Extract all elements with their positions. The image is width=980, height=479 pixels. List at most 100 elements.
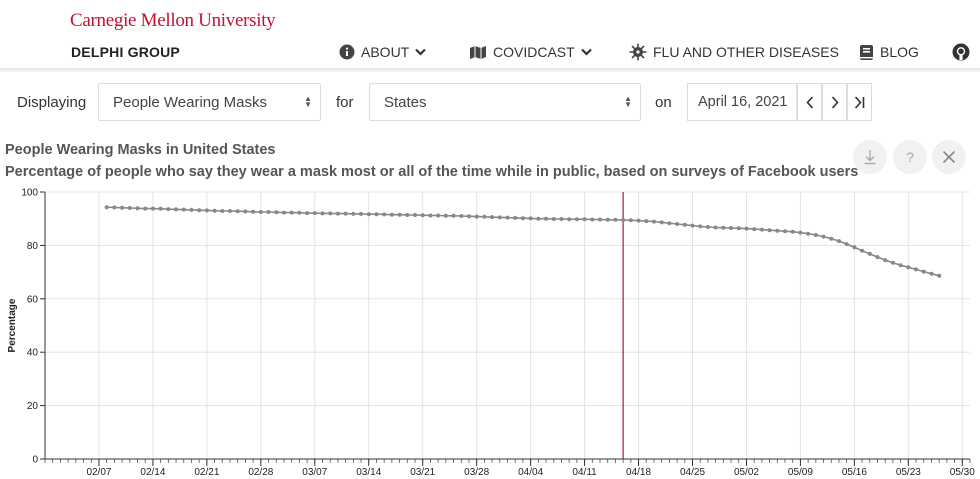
x-tick-label: 03/28 bbox=[464, 467, 489, 478]
data-point bbox=[228, 209, 232, 213]
data-point bbox=[659, 220, 664, 225]
data-point bbox=[135, 206, 140, 211]
data-point bbox=[937, 273, 942, 278]
data-point bbox=[852, 245, 857, 250]
data-point bbox=[497, 215, 502, 220]
data-point bbox=[397, 212, 402, 217]
data-point bbox=[382, 212, 387, 217]
next-day-button[interactable] bbox=[822, 83, 847, 121]
data-point bbox=[212, 208, 217, 213]
data-point bbox=[783, 229, 787, 234]
latest-date-button[interactable] bbox=[847, 83, 872, 121]
data-point bbox=[520, 216, 525, 221]
close-icon bbox=[942, 150, 956, 164]
data-point bbox=[189, 207, 194, 212]
data-point bbox=[467, 214, 471, 219]
map-icon bbox=[470, 45, 486, 59]
download-icon bbox=[864, 150, 876, 165]
question-icon: ? bbox=[906, 149, 914, 165]
mask-chart[interactable]: 0 20 40 60 80 100 02/07 02/14 02/21 02/28 03/07 03/… bbox=[0, 180, 980, 479]
data-point bbox=[875, 255, 880, 260]
data-point bbox=[104, 205, 109, 210]
data-point bbox=[698, 224, 703, 229]
nav-about[interactable]: ABOUT bbox=[339, 43, 427, 61]
previous-day-button[interactable] bbox=[797, 83, 822, 121]
x-tick-label: 03/21 bbox=[410, 467, 435, 478]
data-point bbox=[705, 225, 710, 229]
nav-about-label: ABOUT bbox=[361, 44, 410, 60]
data-point bbox=[729, 226, 733, 230]
data-point bbox=[143, 206, 148, 211]
data-point bbox=[297, 210, 302, 215]
data-point bbox=[821, 234, 826, 239]
data-point bbox=[598, 217, 602, 222]
data-point bbox=[829, 236, 834, 241]
data-point bbox=[181, 207, 186, 212]
data-point bbox=[359, 211, 363, 216]
data-point bbox=[567, 217, 572, 222]
x-tick-label: 05/23 bbox=[896, 467, 921, 478]
data-point bbox=[790, 229, 795, 234]
help-button[interactable]: ? bbox=[893, 140, 927, 174]
close-button[interactable] bbox=[932, 140, 966, 174]
data-point bbox=[158, 206, 163, 211]
delphi-group-link[interactable]: DELPHI GROUP bbox=[71, 44, 180, 60]
region-select-value: States bbox=[384, 94, 427, 111]
data-point bbox=[258, 210, 263, 214]
nav-github[interactable] bbox=[952, 43, 970, 61]
data-point bbox=[667, 221, 672, 226]
data-point bbox=[220, 209, 225, 213]
data-point bbox=[243, 209, 248, 214]
data-point bbox=[474, 214, 479, 219]
y-axis-label: Percentage bbox=[7, 298, 18, 352]
data-point bbox=[443, 213, 448, 218]
x-tick-label: 02/14 bbox=[140, 467, 165, 478]
nav-blog[interactable]: BLOG bbox=[859, 43, 919, 61]
y-tick-label: 80 bbox=[27, 241, 39, 252]
x-tick-label: 05/16 bbox=[842, 467, 867, 478]
data-point bbox=[405, 213, 410, 217]
data-point bbox=[636, 218, 641, 223]
data-point bbox=[366, 212, 371, 217]
data-point bbox=[320, 211, 325, 216]
data-point bbox=[289, 210, 294, 215]
data-point bbox=[505, 215, 510, 220]
data-point bbox=[251, 209, 256, 214]
data-point bbox=[274, 210, 279, 215]
data-point bbox=[906, 265, 911, 270]
date-input-value: April 16, 2021 bbox=[698, 94, 788, 110]
x-tick-label: 04/25 bbox=[680, 467, 705, 478]
data-point bbox=[536, 216, 541, 221]
nav-flu[interactable]: FLU AND OTHER DISEASES bbox=[629, 43, 839, 61]
data-point bbox=[428, 213, 433, 218]
x-tick-label: 03/14 bbox=[356, 467, 381, 478]
data-point bbox=[343, 211, 348, 216]
y-tick-label: 100 bbox=[21, 188, 38, 199]
info-icon bbox=[339, 44, 355, 60]
download-button[interactable] bbox=[853, 140, 887, 174]
nav-blog-label: BLOG bbox=[880, 44, 919, 60]
data-point bbox=[513, 215, 518, 220]
x-tick-label: 03/07 bbox=[302, 467, 327, 478]
data-point bbox=[351, 211, 356, 216]
region-select[interactable]: States ▲ ▼ bbox=[369, 83, 641, 121]
data-point bbox=[551, 217, 556, 221]
data-point bbox=[921, 269, 926, 274]
cmu-logo[interactable]: Carnegie Mellon University bbox=[70, 10, 276, 31]
signal-select-value: People Wearing Masks bbox=[113, 94, 267, 111]
date-input[interactable]: April 16, 2021 bbox=[687, 83, 797, 121]
site-header: Carnegie Mellon University DELPHI GROUP … bbox=[0, 0, 980, 68]
data-point bbox=[675, 222, 680, 226]
data-point bbox=[744, 226, 749, 231]
signal-select[interactable]: People Wearing Masks ▲ ▼ bbox=[98, 83, 321, 121]
x-tick-label: 02/07 bbox=[86, 467, 111, 478]
y-tick-label: 20 bbox=[27, 401, 39, 412]
x-tick-label: 04/04 bbox=[518, 467, 543, 478]
data-point bbox=[628, 218, 633, 223]
data-point bbox=[574, 217, 579, 222]
chart-subtitle: Percentage of people who say they wear a… bbox=[5, 164, 859, 180]
nav-covidcast[interactable]: COVIDCAST bbox=[469, 43, 592, 61]
for-label: for bbox=[336, 94, 354, 111]
data-point bbox=[451, 213, 456, 218]
data-point bbox=[605, 217, 610, 222]
